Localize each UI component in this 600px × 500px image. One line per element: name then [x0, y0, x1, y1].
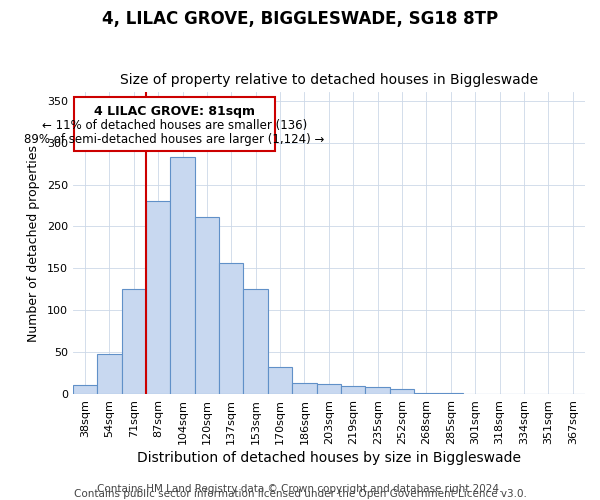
Text: 89% of semi-detached houses are larger (1,124) →: 89% of semi-detached houses are larger (…: [25, 134, 325, 146]
Text: ← 11% of detached houses are smaller (136): ← 11% of detached houses are smaller (13…: [42, 119, 307, 132]
Bar: [390, 389, 414, 394]
Bar: [365, 386, 390, 394]
Text: 4 LILAC GROVE: 81sqm: 4 LILAC GROVE: 81sqm: [94, 105, 255, 118]
Text: 4, LILAC GROVE, BIGGLESWADE, SG18 8TP: 4, LILAC GROVE, BIGGLESWADE, SG18 8TP: [102, 10, 498, 28]
Bar: [195, 218, 219, 394]
Bar: [170, 157, 195, 394]
Bar: [73, 385, 97, 394]
Bar: [341, 386, 365, 394]
Y-axis label: Number of detached properties: Number of detached properties: [27, 145, 40, 342]
Title: Size of property relative to detached houses in Biggleswade: Size of property relative to detached ho…: [120, 73, 538, 87]
Bar: [97, 354, 122, 394]
Bar: [244, 290, 268, 394]
X-axis label: Distribution of detached houses by size in Biggleswade: Distribution of detached houses by size …: [137, 451, 521, 465]
Bar: [219, 262, 244, 394]
Bar: [122, 288, 146, 394]
Bar: [74, 96, 275, 151]
Bar: [268, 366, 292, 394]
Bar: [292, 384, 317, 394]
Bar: [317, 384, 341, 394]
Text: Contains HM Land Registry data © Crown copyright and database right 2024.: Contains HM Land Registry data © Crown c…: [97, 484, 503, 494]
Text: Contains public sector information licensed under the Open Government Licence v3: Contains public sector information licen…: [74, 489, 526, 499]
Bar: [146, 200, 170, 394]
